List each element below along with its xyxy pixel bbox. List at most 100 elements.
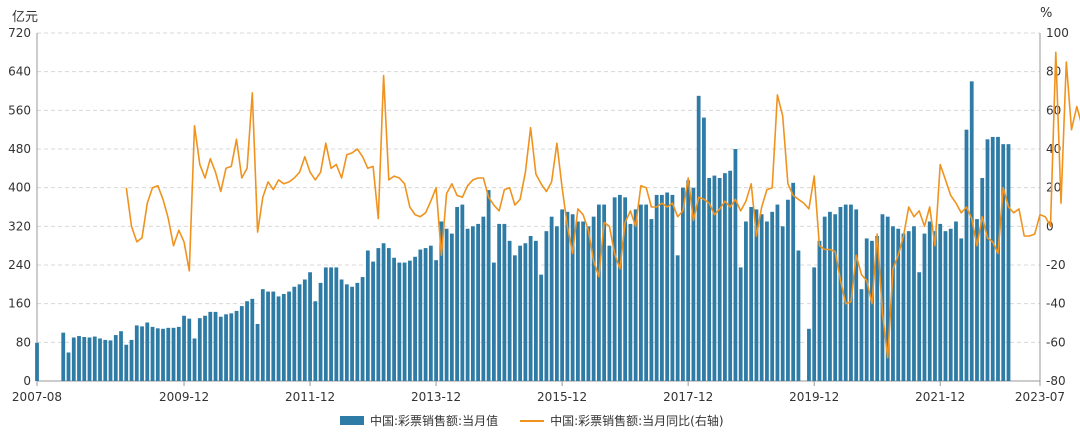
bar	[234, 310, 239, 381]
x-tick-label: 2023-07	[1015, 390, 1065, 404]
legend-swatch-bar	[340, 416, 364, 425]
bar	[523, 243, 528, 381]
bar	[628, 223, 633, 381]
bar	[749, 207, 754, 381]
bar	[87, 337, 92, 381]
bar	[434, 260, 438, 381]
legend: 中国:彩票销售额:当月值 中国:彩票销售额:当月同比(右轴)	[340, 412, 738, 429]
bar	[371, 261, 375, 381]
left-tick-label: 160	[8, 297, 31, 311]
bar	[271, 291, 276, 381]
bar	[444, 228, 449, 381]
bar	[287, 291, 291, 381]
bar	[812, 267, 817, 381]
bar	[959, 238, 964, 381]
bar	[182, 315, 186, 381]
left-axis-unit: 亿元	[12, 10, 39, 25]
bar	[386, 248, 391, 381]
bar	[460, 204, 465, 381]
bar	[35, 342, 39, 381]
x-tick-label: 2007-08	[12, 390, 62, 404]
bar	[822, 216, 827, 381]
bar	[455, 207, 459, 381]
bar	[1006, 144, 1011, 381]
bar	[507, 240, 512, 381]
bar	[744, 221, 748, 381]
bar	[549, 216, 554, 381]
bar	[717, 178, 722, 381]
bar	[943, 231, 948, 381]
bar	[313, 301, 318, 381]
bar	[712, 175, 717, 381]
bar	[927, 221, 932, 381]
bar	[560, 209, 565, 381]
bar	[796, 250, 801, 381]
bar	[770, 211, 775, 381]
bar	[465, 228, 470, 381]
bar	[119, 331, 123, 381]
bar	[239, 306, 244, 381]
bar	[245, 301, 249, 381]
bar	[870, 240, 874, 381]
bar	[807, 328, 811, 381]
left-tick-label: 0	[23, 374, 31, 388]
bar	[218, 316, 223, 381]
left-tick-label: 560	[8, 103, 31, 117]
bar	[255, 323, 260, 381]
bar	[82, 337, 87, 381]
bar	[612, 197, 617, 381]
bar	[565, 211, 570, 381]
bar	[418, 249, 423, 381]
bar	[581, 221, 586, 381]
bar	[922, 233, 927, 381]
bar	[990, 136, 995, 381]
bar	[896, 228, 901, 381]
bar	[554, 226, 559, 381]
left-tick-label: 80	[16, 335, 31, 349]
x-tick-label: 2017-12	[663, 390, 713, 404]
bar	[885, 216, 890, 381]
bar	[229, 313, 234, 381]
bar	[633, 209, 638, 381]
bar	[260, 289, 265, 381]
bar	[187, 318, 192, 381]
bar	[586, 226, 591, 381]
bar	[476, 223, 481, 381]
bar	[407, 260, 412, 381]
bar	[397, 262, 402, 381]
bar	[544, 231, 549, 381]
legend-label-bar: 中国:彩票销售额:当月值	[370, 414, 499, 428]
bar	[192, 338, 197, 381]
bar	[449, 233, 454, 381]
bar	[113, 335, 118, 381]
bar	[675, 255, 680, 381]
bar	[66, 352, 71, 381]
bar	[838, 207, 843, 381]
x-tick-label: 2013-12	[411, 390, 461, 404]
bar	[171, 327, 176, 381]
bar	[575, 221, 580, 381]
bar	[849, 204, 853, 381]
bar	[681, 187, 685, 381]
bar	[486, 190, 491, 381]
bar	[975, 219, 979, 381]
x-tick-label: 2011-12	[285, 390, 335, 404]
bar	[381, 243, 386, 381]
bar	[901, 233, 906, 381]
bar	[707, 178, 712, 381]
bar	[124, 344, 129, 381]
bar	[828, 211, 832, 381]
bar	[77, 336, 81, 381]
bar	[618, 194, 622, 381]
bar	[208, 311, 213, 381]
bar	[140, 326, 144, 381]
bar	[602, 204, 607, 381]
x-tick-label: 2009-12	[159, 390, 209, 404]
bar	[649, 219, 654, 381]
left-tick-label: 320	[8, 219, 31, 233]
bar	[213, 311, 218, 381]
bar	[161, 328, 165, 381]
bar	[607, 245, 612, 381]
bar	[969, 81, 974, 381]
